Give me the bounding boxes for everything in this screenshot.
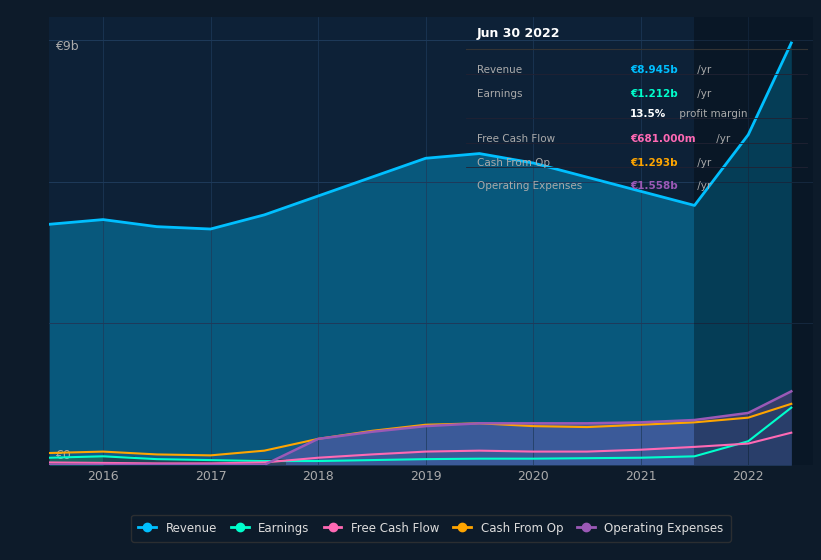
Text: Cash From Op: Cash From Op (476, 158, 549, 168)
Text: /yr: /yr (695, 65, 712, 75)
Text: €1.558b: €1.558b (630, 181, 677, 192)
Text: €0: €0 (55, 450, 71, 463)
Text: €8.945b: €8.945b (630, 65, 677, 75)
Text: /yr: /yr (695, 88, 712, 99)
Text: €681.000m: €681.000m (630, 134, 695, 144)
Text: /yr: /yr (695, 181, 712, 192)
Text: /yr: /yr (695, 158, 712, 168)
Text: Revenue: Revenue (476, 65, 521, 75)
Text: /yr: /yr (713, 134, 730, 144)
Text: 13.5%: 13.5% (630, 109, 666, 119)
Text: Jun 30 2022: Jun 30 2022 (476, 27, 560, 40)
Text: €1.293b: €1.293b (630, 158, 677, 168)
Text: profit margin: profit margin (676, 109, 747, 119)
Text: Free Cash Flow: Free Cash Flow (476, 134, 555, 144)
Legend: Revenue, Earnings, Free Cash Flow, Cash From Op, Operating Expenses: Revenue, Earnings, Free Cash Flow, Cash … (131, 515, 731, 542)
Bar (695, 17, 813, 465)
Text: Operating Expenses: Operating Expenses (476, 181, 582, 192)
Text: Earnings: Earnings (476, 88, 522, 99)
Text: €1.212b: €1.212b (630, 88, 677, 99)
Text: €9b: €9b (55, 40, 78, 53)
